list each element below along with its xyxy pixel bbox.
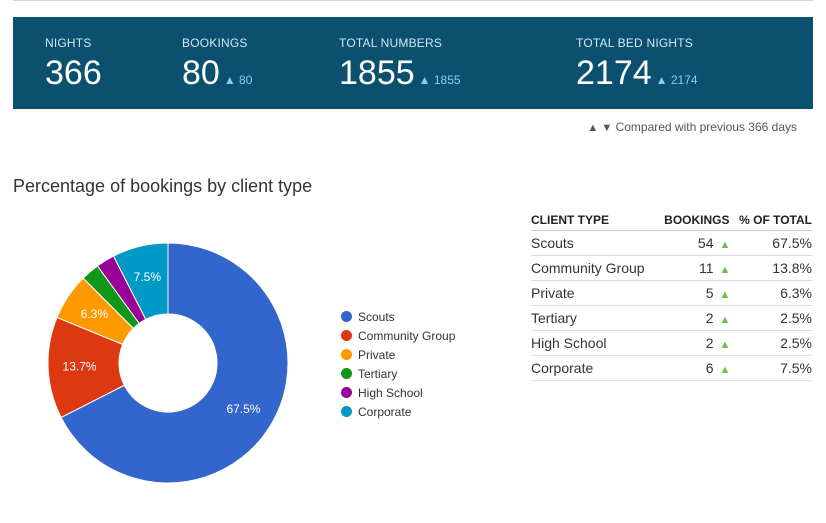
slice-label: 7.5% (134, 270, 162, 284)
table-row: High School 2 ▲ 2.5% (531, 330, 812, 356)
client-type-table: CLIENT TYPE BOOKINGS % OF TOTAL Scouts 54… (531, 211, 812, 381)
kpi-label: TOTAL BED NIGHTS (576, 36, 693, 50)
donut-chart: 67.5% 13.7% 6.3% 7.5% (47, 242, 289, 484)
cell-client-type: Corporate (531, 355, 645, 381)
cell-bookings: 11 ▲ (644, 255, 731, 281)
kpi-value: 80 ▲ 80 (182, 53, 252, 100)
cell-percent: 6.3% (729, 280, 812, 306)
legend-item[interactable]: Community Group (341, 326, 455, 345)
cell-percent: 67.5% (729, 230, 812, 256)
chart-legend: Scouts Community Group Private Tertiary High… (341, 307, 455, 421)
trend-up-icon: ▲ (719, 264, 731, 276)
kpi-delta: ▲ 80 (223, 73, 253, 87)
legend-label: Tertiary (358, 366, 398, 381)
kpi-label: TOTAL NUMBERS (339, 36, 443, 50)
table-row: Community Group 11 ▲ 13.8% (531, 255, 812, 281)
table-header-row: CLIENT TYPE BOOKINGS % OF TOTAL (531, 211, 812, 231)
kpi-value: 2174 ▲ 2174 (576, 53, 698, 100)
legend-swatch (341, 349, 352, 360)
legend-swatch (341, 368, 352, 379)
kpi-delta: ▲ 2174 (655, 73, 698, 87)
header-client-type: CLIENT TYPE (531, 211, 645, 231)
header-bookings: BOOKINGS (644, 211, 730, 231)
cell-client-type: Private (531, 280, 645, 306)
kpi-value: 366 (45, 53, 102, 93)
cell-bookings: 5 ▲ (644, 280, 731, 306)
cell-percent: 2.5% (729, 330, 812, 356)
cell-percent: 7.5% (729, 355, 812, 381)
bookings-count: 11 (698, 260, 714, 276)
top-divider (13, 0, 813, 1)
chart-title: Percentage of bookings by client type (13, 176, 313, 196)
header-percent-total: % OF TOTAL (729, 211, 812, 231)
comparison-note: ▲ ▼ Compared with previous 366 days (587, 120, 797, 134)
kpi-label: BOOKINGS (182, 36, 248, 50)
bookings-count: 5 (705, 285, 714, 301)
legend-item[interactable]: Private (341, 345, 455, 364)
cell-bookings: 2 ▲ (644, 305, 731, 331)
legend-swatch (341, 387, 352, 398)
table-row: Private 5 ▲ 6.3% (531, 280, 812, 306)
legend-label: Private (358, 347, 396, 362)
cell-percent: 13.8% (729, 255, 812, 281)
cell-client-type: Scouts (531, 230, 645, 256)
kpi-delta: ▲ 1855 (418, 73, 461, 87)
table-body: Scouts 54 ▲ 67.5% Community Group 11 ▲ 13.8% Pri… (531, 230, 812, 381)
slice-label: 6.3% (81, 307, 109, 321)
legend-swatch (341, 330, 352, 341)
trend-up-icon: ▲ (719, 314, 731, 326)
legend-item[interactable]: Corporate (341, 402, 455, 421)
kpi-number: 1855 (339, 54, 415, 92)
slice-label: 13.7% (63, 360, 97, 374)
pie-slice-scouts[interactable] (60, 242, 289, 484)
kpi-label: NIGHTS (45, 36, 92, 50)
cell-client-type: Community Group (531, 255, 645, 281)
cell-bookings: 6 ▲ (644, 355, 731, 381)
legend-item[interactable]: Scouts (341, 307, 455, 326)
bookings-count: 54 (697, 235, 714, 251)
table-row: Scouts 54 ▲ 67.5% (531, 230, 812, 256)
cell-client-type: Tertiary (531, 305, 645, 331)
kpi-value: 1855 ▲ 1855 (339, 53, 461, 100)
legend-label: High School (358, 385, 423, 400)
table-row: Corporate 6 ▲ 7.5% (531, 355, 812, 381)
kpi-number: 2174 (576, 54, 652, 92)
slice-label: 67.5% (226, 402, 260, 416)
bookings-count: 2 (705, 335, 714, 351)
trend-up-icon: ▲ (719, 289, 731, 301)
legend-item[interactable]: High School (341, 383, 455, 402)
legend-swatch (341, 406, 352, 417)
pie-slice-corporate[interactable] (112, 242, 169, 321)
legend-swatch (341, 311, 352, 322)
table-row: Tertiary 2 ▲ 2.5% (531, 305, 812, 331)
kpi-number: 80 (182, 54, 220, 92)
trend-up-icon: ▲ (719, 364, 731, 376)
up-down-icon: ▲ ▼ (587, 122, 613, 134)
cell-bookings: 2 ▲ (644, 330, 731, 356)
comparison-text: Compared with previous 366 days (615, 120, 797, 134)
bookings-count: 6 (705, 360, 714, 376)
legend-label: Corporate (358, 404, 412, 419)
kpi-number: 366 (45, 54, 102, 92)
trend-up-icon: ▲ (719, 239, 731, 251)
legend-label: Scouts (358, 309, 395, 324)
trend-up-icon: ▲ (719, 339, 731, 351)
legend-item[interactable]: Tertiary (341, 364, 455, 383)
kpi-banner: NIGHTS 366 BOOKINGS 80 ▲ 80 TOTAL NUMBERS… (13, 17, 813, 109)
cell-percent: 2.5% (729, 305, 812, 331)
cell-bookings: 54 ▲ (644, 230, 731, 256)
bookings-count: 2 (705, 310, 714, 326)
legend-label: Community Group (358, 328, 456, 343)
cell-client-type: High School (531, 330, 645, 356)
